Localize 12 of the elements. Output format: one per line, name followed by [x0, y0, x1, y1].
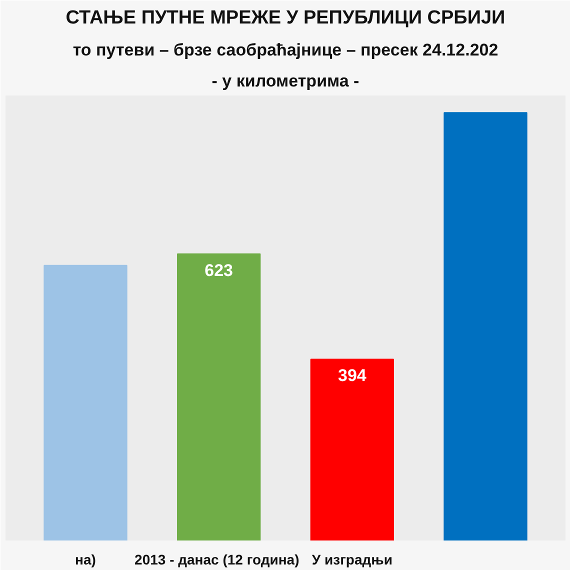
- chart-title: СТАЊЕ ПУТНЕ МРЕЖЕ У РЕПУБЛИЦИ СРБИЈИ: [66, 8, 506, 28]
- bar: [177, 253, 261, 540]
- bar: [310, 358, 394, 540]
- x-tick-label: У изградњи: [312, 552, 392, 568]
- y-axis-title: - у километрима -: [212, 72, 360, 90]
- x-tick-label: на): [75, 552, 96, 568]
- x-tick-label: 2013 - данас (12 година): [134, 552, 300, 568]
- data-label: 623: [204, 260, 234, 280]
- bar: [444, 112, 528, 540]
- data-label: 394: [338, 366, 367, 386]
- chart-subtitle: то путеви – брзе саобраћајнице – пресек 24.12.202: [72, 40, 498, 60]
- bar: [44, 264, 128, 540]
